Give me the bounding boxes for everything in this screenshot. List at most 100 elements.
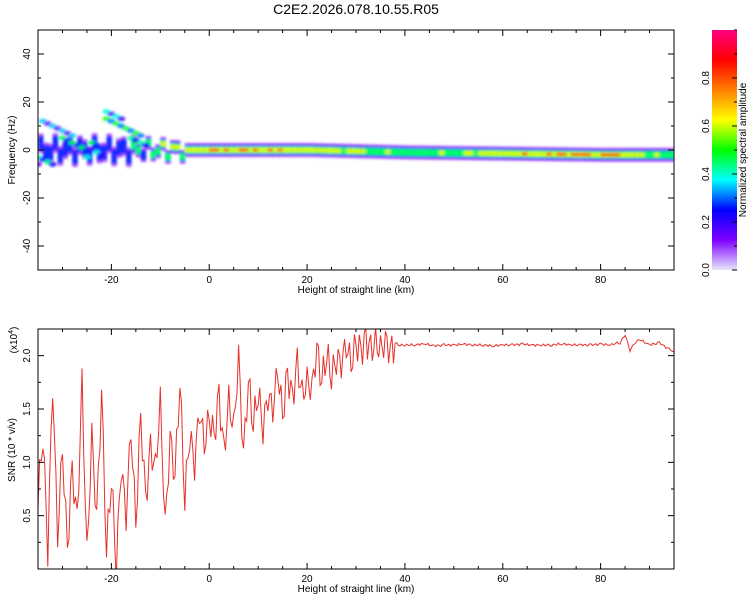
spectrogram-cell [72, 150, 78, 165]
spectrogram-cell [267, 148, 274, 152]
spectrogram-cell [566, 151, 572, 157]
spectrogram-cell [316, 147, 323, 153]
spectrogram-blob [82, 147, 91, 153]
spectrogram-ticks: -20 0 20 40 60 80 -40 -20 0 20 40 [22, 29, 675, 286]
spectrogram-cell [243, 148, 249, 152]
spectrogram-cell [302, 147, 308, 153]
spectrogram-cell [370, 148, 377, 156]
spectrogram-y-tick-label: 0 [22, 147, 33, 153]
colorbar: 0.0 0.2 0.4 0.6 0.8 Normalized spectral ampl… [701, 29, 749, 277]
spectrogram-cell [170, 144, 176, 150]
spectrogram-cell [488, 150, 494, 156]
spectrogram-cell [600, 153, 607, 157]
snr-x-tick-label: 60 [497, 574, 509, 585]
spectrogram-cell [380, 148, 386, 156]
spectrogram-cell [400, 148, 406, 156]
spectrogram-cell [532, 151, 538, 157]
spectrogram-x-tick-label: 60 [497, 275, 509, 286]
snr-y-tick-label: 2.0 [22, 348, 33, 362]
spectrogram-cell [307, 147, 313, 153]
spectrogram-cell [390, 148, 396, 156]
snr-panel: -20 0 20 40 60 80 0.5 1.0 1.5 2.0 Height of strai… [7, 327, 675, 595]
spectrogram-cell [585, 153, 592, 157]
spectrogram-cell [595, 152, 602, 158]
spectrogram-cell [145, 139, 152, 147]
spectrogram-cell [321, 147, 328, 153]
spectrogram-cell [463, 150, 470, 156]
spectrogram-cell [419, 149, 426, 157]
spectrogram-cell [605, 153, 611, 157]
colorbar-tick-label: 0.6 [701, 119, 712, 133]
spectrogram-cell [219, 147, 225, 153]
spectrogram-cell [654, 152, 660, 158]
spectrogram-cell [331, 148, 338, 154]
spectrogram-cell [199, 147, 205, 153]
spectrogram-cell [458, 149, 465, 157]
spectrogram-cell [629, 152, 636, 158]
spectrogram-cell [263, 147, 269, 153]
snr-scale-exponent: 4 [8, 330, 15, 334]
spectrogram-cell [478, 150, 484, 156]
snr-y-tick-label: 1.0 [22, 455, 33, 469]
snr-x-tick-label: 0 [206, 574, 212, 585]
spectrogram-cell [336, 148, 342, 154]
spectrogram-cell [62, 142, 68, 157]
spectrogram-cell [194, 147, 201, 153]
spectrogram-cell [121, 139, 127, 154]
spectrogram-cell [659, 151, 665, 159]
spectrogram-cell [517, 151, 523, 157]
spectrogram-cell [556, 152, 563, 156]
spectrogram-cell [52, 135, 59, 150]
spectrogram-cell [174, 144, 181, 150]
spectrogram-cell [473, 149, 479, 157]
spectrogram-y-label: Frequency (Hz) [7, 116, 18, 185]
spectrogram-cell [634, 152, 641, 158]
spectrogram-cell [292, 147, 298, 153]
spectrogram-marks [38, 109, 674, 167]
spectrogram-blob [82, 154, 91, 160]
spectrogram-cell [409, 148, 416, 156]
spectrogram-blob [141, 142, 150, 148]
spectrogram-cell [204, 147, 210, 153]
colorbar-tick-label: 0.8 [701, 71, 712, 85]
snr-ticks: -20 0 20 40 60 80 0.5 1.0 1.5 2.0 [22, 328, 675, 585]
spectrogram-blob [92, 142, 101, 148]
spectrogram-cell [615, 153, 621, 157]
spectrogram-cell [297, 147, 303, 153]
spectrogram-blob [38, 161, 42, 167]
spectrogram-cell [101, 145, 108, 160]
spectrogram-y-tick-label: 20 [22, 96, 33, 108]
spectrogram-cell [287, 147, 293, 153]
snr-x-tick-label: 20 [302, 574, 314, 585]
spectrogram-x-tick-label: 0 [206, 275, 212, 286]
spectrogram-cell [214, 148, 220, 152]
spectrogram-cell [233, 147, 240, 153]
colorbar-tick-label: 0.4 [701, 167, 712, 181]
spectrogram-cell [57, 148, 64, 163]
spectrogram-cell [67, 138, 73, 153]
spectrogram-cell [126, 150, 132, 165]
snr-scale-base: (x10 [9, 333, 20, 353]
spectrogram-blob [68, 133, 77, 139]
spectrogram-cell [404, 148, 411, 156]
spectrogram-blob [136, 133, 145, 139]
spectrogram-cell [228, 147, 235, 153]
spectrogram-cell [150, 150, 157, 158]
spectrogram-cell [277, 148, 284, 152]
figure-title: C2E2.2026.078.10.55.R05 [273, 1, 439, 17]
spectrogram-cell [385, 149, 391, 155]
snr-x-label: Height of straight line (km) [298, 584, 415, 595]
spectrogram-cell [140, 150, 147, 161]
snr-x-tick-label: 40 [399, 574, 411, 585]
spectrogram-y-tick-label: 40 [22, 48, 33, 60]
spectrogram-cell [468, 150, 475, 156]
spectrogram-cell [341, 147, 347, 155]
spectrogram-cell [444, 149, 450, 157]
spectrogram-cell [581, 153, 587, 157]
spectrogram-cell [551, 151, 558, 157]
spectrogram-cell [649, 151, 656, 159]
spectrogram-x-tick-label: 80 [595, 275, 607, 286]
spectrogram-blob [97, 152, 106, 158]
spectrogram-cell [184, 147, 191, 153]
